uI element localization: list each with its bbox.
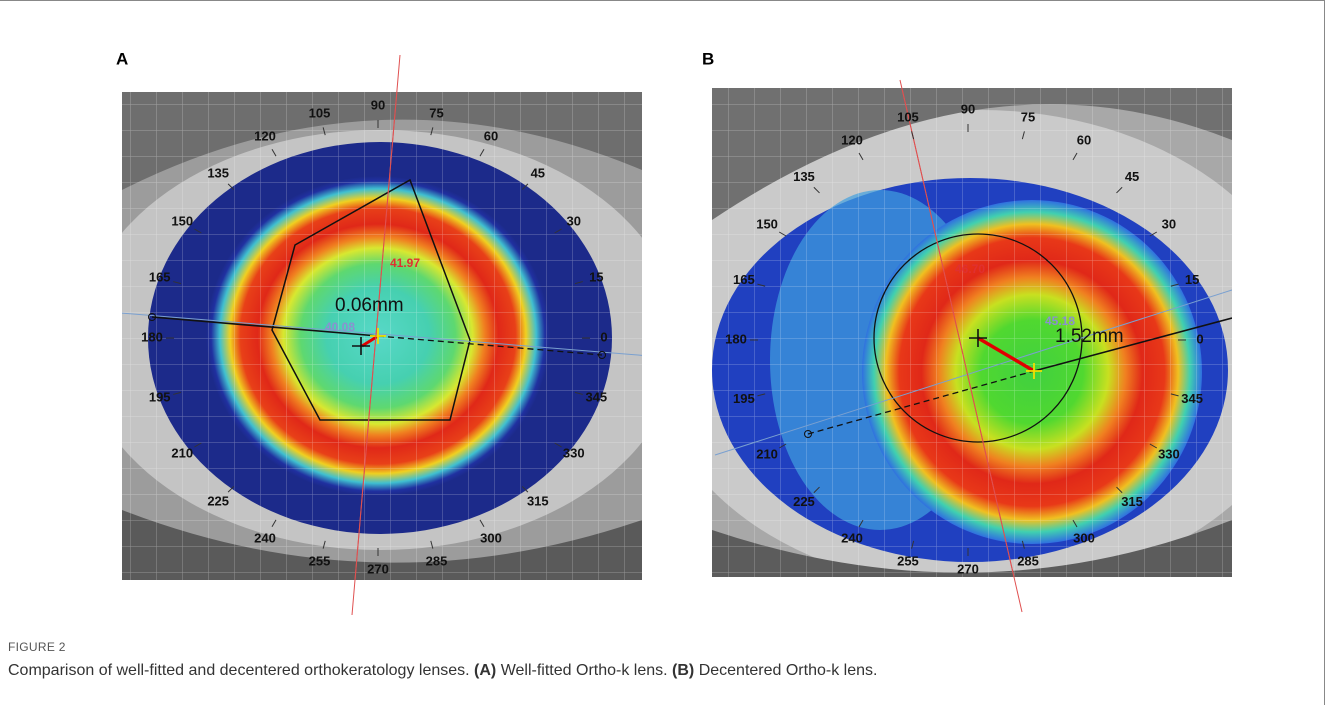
angle-label: 285 <box>426 554 448 569</box>
angle-label: 210 <box>171 445 193 460</box>
annotation: 0.06mm <box>335 295 404 316</box>
angle-label: 45 <box>531 165 545 180</box>
angle-label: 255 <box>897 554 919 569</box>
angle-label: 270 <box>957 561 979 576</box>
topography-image <box>80 55 680 615</box>
angle-label: 15 <box>589 269 603 284</box>
angle-label: 135 <box>793 169 815 184</box>
annotation: 40.08 <box>325 320 355 334</box>
angle-label: 300 <box>480 530 502 545</box>
angle-label: 90 <box>371 97 385 112</box>
figure-panels: A B 90 75 <box>0 0 1328 640</box>
annotation: 1.52mm <box>1055 326 1124 347</box>
figure-label: FIGURE 2 <box>8 640 66 654</box>
angle-label: 195 <box>149 389 171 404</box>
annotation: 46.70 <box>955 262 985 276</box>
angle-label: 225 <box>207 493 229 508</box>
annotation: 41.97 <box>390 256 420 270</box>
angle-label: 0 <box>600 329 607 344</box>
topography-image <box>650 80 1310 612</box>
angle-label: 165 <box>149 269 171 284</box>
angle-label: 345 <box>585 389 607 404</box>
angle-label: 270 <box>367 561 389 576</box>
caption-text: Well-fitted Ortho-k lens. <box>496 662 672 679</box>
angle-label: 75 <box>1021 109 1035 124</box>
angle-label: 165 <box>733 272 755 287</box>
angle-label: 315 <box>527 493 549 508</box>
caption-panel-ref: (B) <box>672 662 694 679</box>
angle-label: 120 <box>254 129 276 144</box>
angle-label: 120 <box>841 132 863 147</box>
angle-label: 240 <box>254 530 276 545</box>
angle-label: 105 <box>309 105 331 120</box>
angle-label: 60 <box>1077 132 1091 147</box>
angle-label: 180 <box>141 329 163 344</box>
angle-label: 150 <box>171 213 193 228</box>
angle-label: 135 <box>207 165 229 180</box>
angle-label: 30 <box>566 213 580 228</box>
angle-label: 285 <box>1017 554 1039 569</box>
angle-label: 255 <box>309 554 331 569</box>
angle-label: 240 <box>841 531 863 546</box>
angle-label: 150 <box>756 216 778 231</box>
page: {"figure": {"label": "FIGURE 2", "captio… <box>0 0 1328 705</box>
angle-label: 330 <box>1158 446 1180 461</box>
angle-label: 330 <box>563 445 585 460</box>
figure-caption: Comparison of well-fitted and decentered… <box>8 662 877 680</box>
angle-label: 300 <box>1073 531 1095 546</box>
panel-label: A <box>116 49 128 68</box>
angle-label: 315 <box>1121 494 1143 509</box>
caption-panel-ref: (A) <box>474 662 496 679</box>
angle-label: 225 <box>793 494 815 509</box>
angle-label: 180 <box>725 331 747 346</box>
angle-label: 30 <box>1162 216 1176 231</box>
angle-label: 210 <box>756 446 778 461</box>
caption-text: Decentered Ortho-k lens. <box>694 662 877 679</box>
angle-label: 195 <box>733 391 755 406</box>
angle-label: 15 <box>1185 272 1199 287</box>
angle-label: 105 <box>897 109 919 124</box>
caption-text: Comparison of well-fitted and decentered… <box>8 662 474 679</box>
panel-label: B <box>702 49 714 68</box>
angle-label: 0 <box>1196 331 1203 346</box>
angle-label: 90 <box>961 101 975 116</box>
angle-label: 45 <box>1125 169 1139 184</box>
angle-label: 75 <box>429 105 443 120</box>
angle-label: 60 <box>484 129 498 144</box>
angle-label: 345 <box>1181 391 1203 406</box>
